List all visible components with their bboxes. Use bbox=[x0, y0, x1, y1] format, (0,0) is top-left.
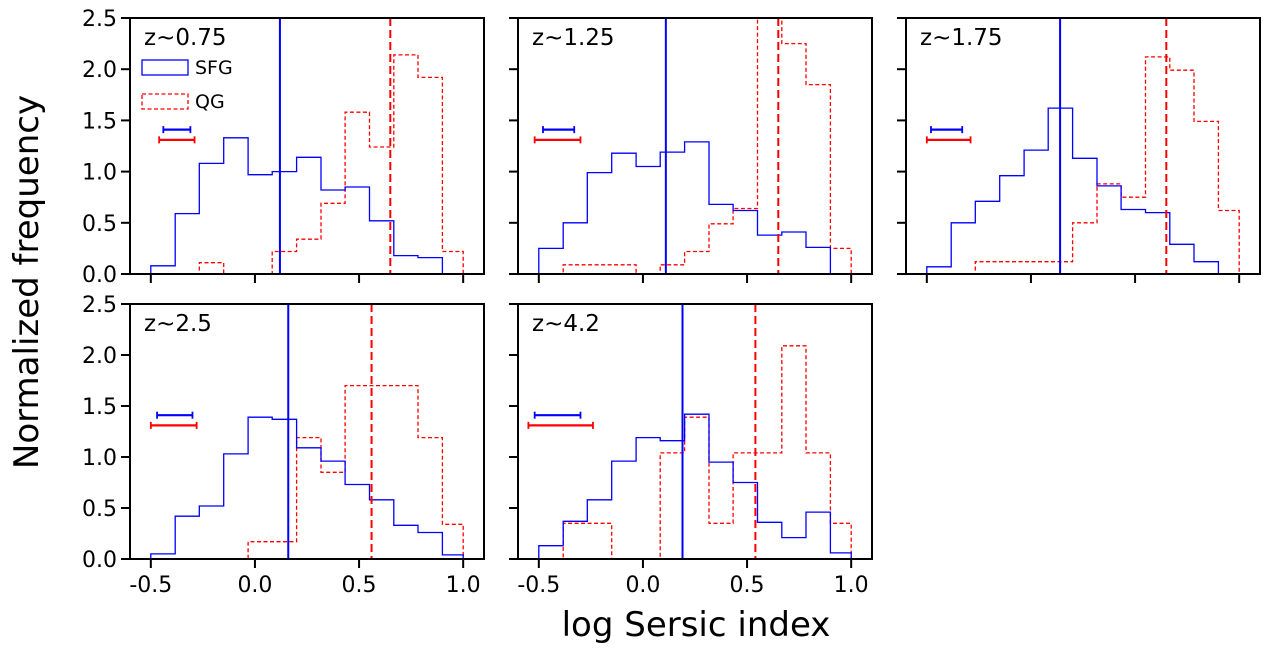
y-tick-label: 2.5 bbox=[82, 293, 117, 318]
y-tick-label: 1.5 bbox=[82, 109, 117, 134]
y-tick-label: 0.5 bbox=[82, 212, 117, 237]
axes-frame bbox=[517, 303, 873, 560]
y-tick-label: 2.0 bbox=[82, 58, 117, 83]
x-tick-label: 0.0 bbox=[237, 573, 272, 598]
y-axis-title: Normalized frequency bbox=[7, 95, 47, 469]
qg-histogram bbox=[150, 384, 464, 560]
y-tick-label: 0.0 bbox=[82, 263, 117, 288]
qg-histogram bbox=[538, 345, 852, 560]
x-axis-title: log Sersic index bbox=[562, 605, 831, 645]
panel-5: -0.5 0.0 0.5 1.0 z∼4.2 bbox=[509, 303, 873, 598]
legend-swatch-qg bbox=[141, 93, 189, 110]
legend-swatch-sfg bbox=[141, 59, 189, 76]
sfg-histogram bbox=[538, 413, 852, 559]
sfg-histogram bbox=[150, 137, 464, 275]
legend-label-sfg: SFG bbox=[195, 57, 233, 79]
x-tick-label: -0.5 bbox=[517, 573, 560, 598]
y-tick-label: 1.0 bbox=[82, 161, 117, 186]
x-tick-label: 1.0 bbox=[446, 573, 481, 598]
axes-frame bbox=[129, 303, 485, 560]
redshift-label: z∼1.25 bbox=[532, 25, 615, 51]
x-tick-label: 0.5 bbox=[342, 573, 377, 598]
redshift-label: z∼0.75 bbox=[144, 25, 227, 51]
redshift-label: z∼2.5 bbox=[144, 311, 212, 337]
axes-frame bbox=[517, 17, 873, 275]
y-tick-label: 0.0 bbox=[82, 548, 117, 573]
x-tick-label: 0.0 bbox=[625, 573, 660, 598]
legend: SFG QG bbox=[141, 57, 233, 113]
x-tick-label: 1.0 bbox=[834, 573, 869, 598]
qg-histogram bbox=[926, 56, 1240, 275]
sfg-histogram bbox=[926, 107, 1240, 275]
panel-2: z∼1.25 bbox=[509, 17, 873, 283]
y-tick-label: 0.5 bbox=[82, 497, 117, 522]
panel-4: 0.0 0.5 1.0 1.5 2.0 2.5 -0.5 0.0 0.5 1.0 z∼2.5 bbox=[82, 293, 485, 598]
sfg-histogram bbox=[150, 416, 464, 559]
axes-frame bbox=[129, 17, 485, 275]
y-tick-label: 1.5 bbox=[82, 395, 117, 420]
y-tick-label: 2.5 bbox=[82, 7, 117, 32]
sfg-histogram bbox=[538, 141, 852, 275]
legend-label-qg: QG bbox=[195, 91, 225, 113]
redshift-label: z∼1.75 bbox=[920, 25, 1003, 51]
y-tick-label: 2.0 bbox=[82, 344, 117, 369]
redshift-label: z∼4.2 bbox=[532, 311, 600, 337]
y-tick-label: 1.0 bbox=[82, 446, 117, 471]
panel-3: z∼1.75 bbox=[897, 17, 1261, 283]
qg-histogram bbox=[150, 54, 464, 275]
panel-1: 0.0 0.5 1.0 1.5 2.0 2.5 z∼0.75 SFG QG bbox=[82, 7, 485, 288]
x-tick-label: -0.5 bbox=[129, 573, 172, 598]
x-tick-label: 0.5 bbox=[730, 573, 765, 598]
axes-frame bbox=[905, 17, 1261, 275]
qg-histogram bbox=[538, 17, 852, 275]
